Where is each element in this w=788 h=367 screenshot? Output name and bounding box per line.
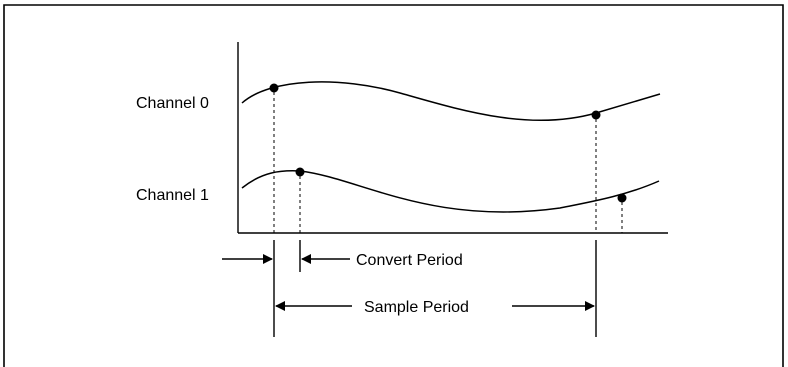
channel-0-label: Channel 0: [136, 95, 209, 112]
channel-1-sample-point-2: [617, 193, 627, 203]
sample-period-label: Sample Period: [364, 299, 469, 316]
channel-1-label: Channel 1: [136, 187, 209, 204]
figure-border: [3, 4, 784, 367]
channel-0-sample-point-2: [591, 110, 601, 120]
convert-period-label: Convert Period: [356, 252, 463, 269]
channel-1-sample-point-1: [295, 167, 305, 177]
channel-0-waveform: [241, 81, 661, 122]
channel-1-waveform: [241, 170, 660, 213]
channel-0-sample-point-1: [269, 83, 279, 93]
